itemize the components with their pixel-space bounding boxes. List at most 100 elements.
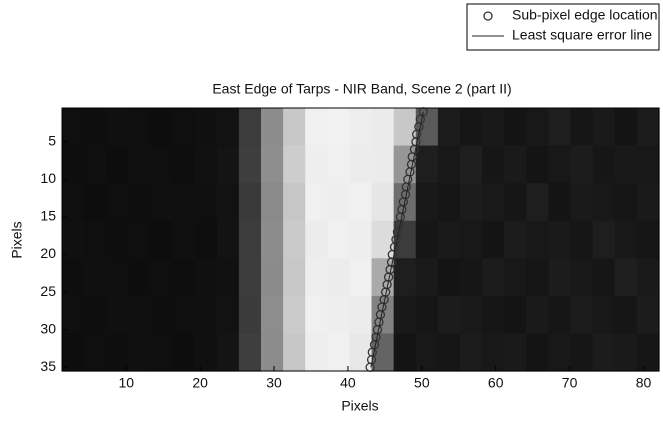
image-cell (636, 183, 660, 222)
image-cell (636, 220, 660, 259)
x-tick-label: 60 (488, 375, 504, 391)
image-cell (460, 333, 483, 372)
image-cell (570, 108, 594, 147)
image-cell (460, 145, 483, 184)
image-cell (216, 295, 240, 335)
image-cell (238, 220, 262, 259)
image-cell (106, 295, 129, 335)
image-cell (482, 183, 505, 222)
image-cell (371, 220, 395, 259)
image-cell (194, 145, 218, 184)
image-cell (614, 108, 638, 147)
image-cell (261, 295, 284, 335)
image-cell (371, 333, 395, 372)
image-cell (172, 220, 196, 259)
image-cell (305, 295, 328, 335)
image-cell (349, 108, 373, 147)
image-cell (172, 183, 196, 222)
image-cell (504, 295, 527, 335)
image-cell (526, 183, 550, 222)
image-cell (305, 333, 328, 372)
image-cell (194, 183, 218, 222)
image-cell (194, 295, 218, 335)
image-cell (261, 220, 284, 259)
image-cell (614, 220, 638, 259)
image-cell (349, 258, 373, 297)
image-cell (327, 145, 351, 184)
image-cell (84, 295, 107, 335)
image-cell (636, 145, 660, 184)
image-cell (437, 333, 461, 372)
image-cell (504, 333, 527, 372)
image-cell (636, 333, 660, 372)
image-cell (526, 295, 550, 335)
image-cell (526, 145, 550, 184)
image-cell (349, 145, 373, 184)
y-tick-label: 20 (40, 245, 56, 261)
image-cell (62, 333, 85, 372)
image-cell (106, 258, 129, 297)
image-cell (482, 333, 505, 372)
image-cell (393, 108, 417, 147)
image-cell (393, 145, 417, 184)
image-cell (614, 183, 638, 222)
image-cell (371, 258, 395, 297)
image-cell (349, 183, 373, 222)
image-cell (570, 258, 594, 297)
image-cell (371, 183, 395, 222)
legend-box (466, 3, 660, 51)
x-tick-label: 10 (118, 375, 134, 391)
legend-symbol (483, 11, 493, 21)
image-cell (548, 183, 572, 222)
x-tick-label: 50 (414, 375, 430, 391)
image-cell (526, 220, 550, 259)
image-cell (614, 258, 638, 297)
image-cell (371, 295, 395, 335)
image-cell (349, 295, 373, 335)
image-cell (62, 108, 85, 147)
image-cell (548, 145, 572, 184)
image-cell (327, 183, 351, 222)
image-cell (504, 108, 527, 147)
image-cell (194, 220, 218, 259)
image-cell (62, 295, 85, 335)
image-cell (570, 295, 594, 335)
image-cell (172, 295, 196, 335)
image-cell (504, 220, 527, 259)
image-cell (570, 145, 594, 184)
image-cell (194, 258, 218, 297)
image-cell (415, 108, 439, 147)
image-cell (570, 183, 594, 222)
image-cell (128, 258, 152, 297)
image-cell (150, 258, 174, 297)
image-cell (305, 183, 328, 222)
image-cell (415, 220, 439, 259)
image-cell (172, 258, 196, 297)
image-cell (106, 183, 129, 222)
image-cell (238, 183, 262, 222)
image-cell (128, 183, 152, 222)
chart-title: East Edge of Tarps - NIR Band, Scene 2 (… (212, 81, 511, 97)
image-cell (437, 258, 461, 297)
image-cell (548, 295, 572, 335)
image-cell (327, 258, 351, 297)
image-cell (84, 145, 107, 184)
image-cell (415, 295, 439, 335)
image-cell (371, 145, 395, 184)
x-tick-label: 40 (340, 375, 356, 391)
image-cell (238, 333, 262, 372)
image-cell (150, 333, 174, 372)
x-tick-label: 70 (562, 375, 578, 391)
image-cell (437, 220, 461, 259)
image-cell (106, 145, 129, 184)
y-tick-label: 5 (48, 133, 56, 149)
image-cell (62, 258, 85, 297)
image-cell (460, 220, 483, 259)
image-cell (636, 258, 660, 297)
image-cell (238, 295, 262, 335)
image-cell (128, 333, 152, 372)
image-cell (106, 220, 129, 259)
image-cell (238, 258, 262, 297)
image-cell (393, 258, 417, 297)
image-cell (371, 108, 395, 147)
